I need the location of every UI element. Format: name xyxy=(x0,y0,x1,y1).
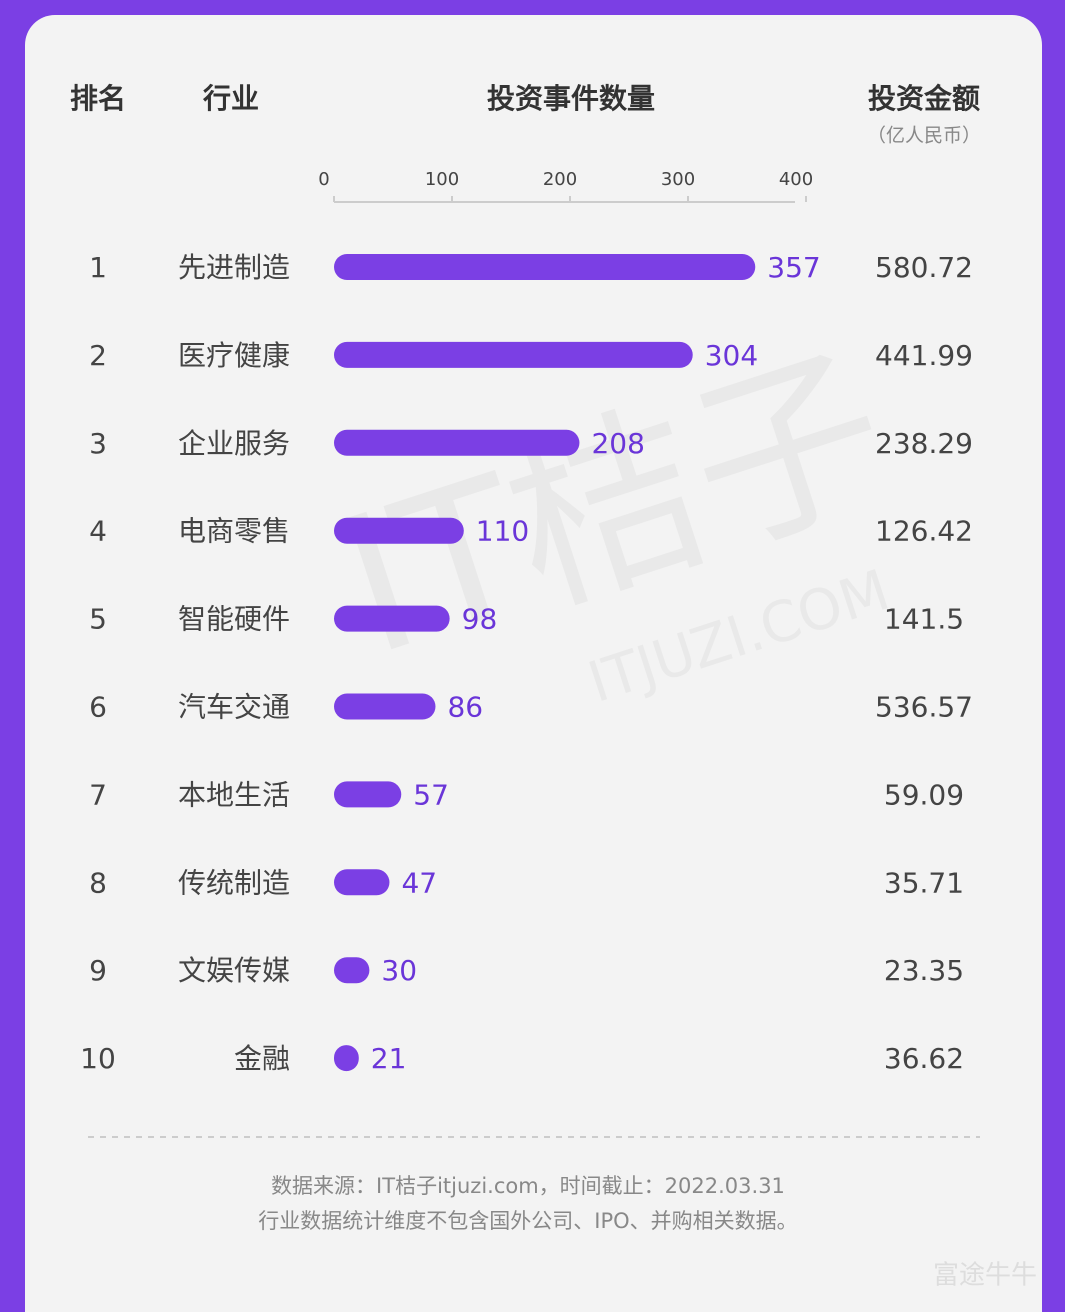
bar xyxy=(334,781,402,808)
rank: 7 xyxy=(89,778,107,811)
rank: 4 xyxy=(89,515,107,548)
bar xyxy=(334,254,756,280)
chart-title: 投资事件数量 xyxy=(487,82,655,115)
value-label: 47 xyxy=(401,866,437,899)
value-label: 98 xyxy=(462,603,498,636)
note: 行业数据统计维度不包含国外公司、IPO、并购相关数据。 xyxy=(258,1209,797,1233)
rank: 5 xyxy=(89,603,107,636)
amount: 536.57 xyxy=(875,691,973,724)
category-label: 文娱传媒 xyxy=(178,954,290,987)
rank: 3 xyxy=(89,427,107,460)
value-label: 110 xyxy=(476,515,529,548)
value-label: 208 xyxy=(591,427,644,460)
x-tick-label: 100 xyxy=(425,169,459,190)
bar xyxy=(334,1045,359,1072)
category-label: 先进制造 xyxy=(178,251,290,284)
rank-header: 排名 xyxy=(70,82,126,115)
amount: 23.35 xyxy=(884,954,964,987)
bar xyxy=(334,957,370,984)
amount: 238.29 xyxy=(875,427,973,460)
category-label: 金融 xyxy=(234,1042,290,1075)
value-label: 30 xyxy=(381,954,417,987)
card xyxy=(25,15,1042,1312)
amount: 141.5 xyxy=(884,603,964,636)
amount: 580.72 xyxy=(875,251,973,284)
category-label: 医疗健康 xyxy=(178,339,290,372)
amount: 59.09 xyxy=(884,778,964,811)
bar xyxy=(334,869,390,896)
amount: 126.42 xyxy=(875,515,973,548)
value-label: 357 xyxy=(767,251,820,284)
x-tick-label: 0 xyxy=(318,169,329,190)
value-label: 21 xyxy=(371,1042,407,1075)
x-tick-label: 300 xyxy=(661,169,695,190)
amount-unit: （亿人民币） xyxy=(867,125,981,147)
value-label: 57 xyxy=(413,778,449,811)
category-label: 本地生活 xyxy=(178,778,290,811)
amount: 35.71 xyxy=(884,866,964,899)
category-label: 电商零售 xyxy=(178,515,290,548)
value-label: 86 xyxy=(447,691,483,724)
value-label: 304 xyxy=(705,339,758,372)
category-label: 汽车交通 xyxy=(178,691,290,724)
category-header: 行业 xyxy=(202,82,259,115)
bar xyxy=(334,605,450,632)
bar xyxy=(334,693,436,720)
bar xyxy=(334,517,464,544)
rank: 8 xyxy=(89,866,107,899)
x-tick-label: 200 xyxy=(543,169,577,190)
category-label: 企业服务 xyxy=(178,427,290,460)
amount: 36.62 xyxy=(884,1042,964,1075)
category-label: 传统制造 xyxy=(178,866,290,899)
source: 数据来源：IT桔子itjuzi.com，时间截止：2022.03.31 xyxy=(271,1174,785,1198)
amount-header: 投资金额 xyxy=(868,82,980,115)
rank: 9 xyxy=(89,954,107,987)
x-tick-label: 400 xyxy=(779,169,813,190)
rank: 10 xyxy=(80,1042,116,1075)
bar xyxy=(334,341,693,368)
corner-mark: 富途牛牛 xyxy=(933,1261,1037,1291)
rank: 6 xyxy=(89,691,107,724)
rank: 1 xyxy=(89,251,107,284)
amount: 441.99 xyxy=(875,339,973,372)
category-label: 智能硬件 xyxy=(178,603,290,636)
bar xyxy=(334,429,580,456)
rank: 2 xyxy=(89,339,107,372)
